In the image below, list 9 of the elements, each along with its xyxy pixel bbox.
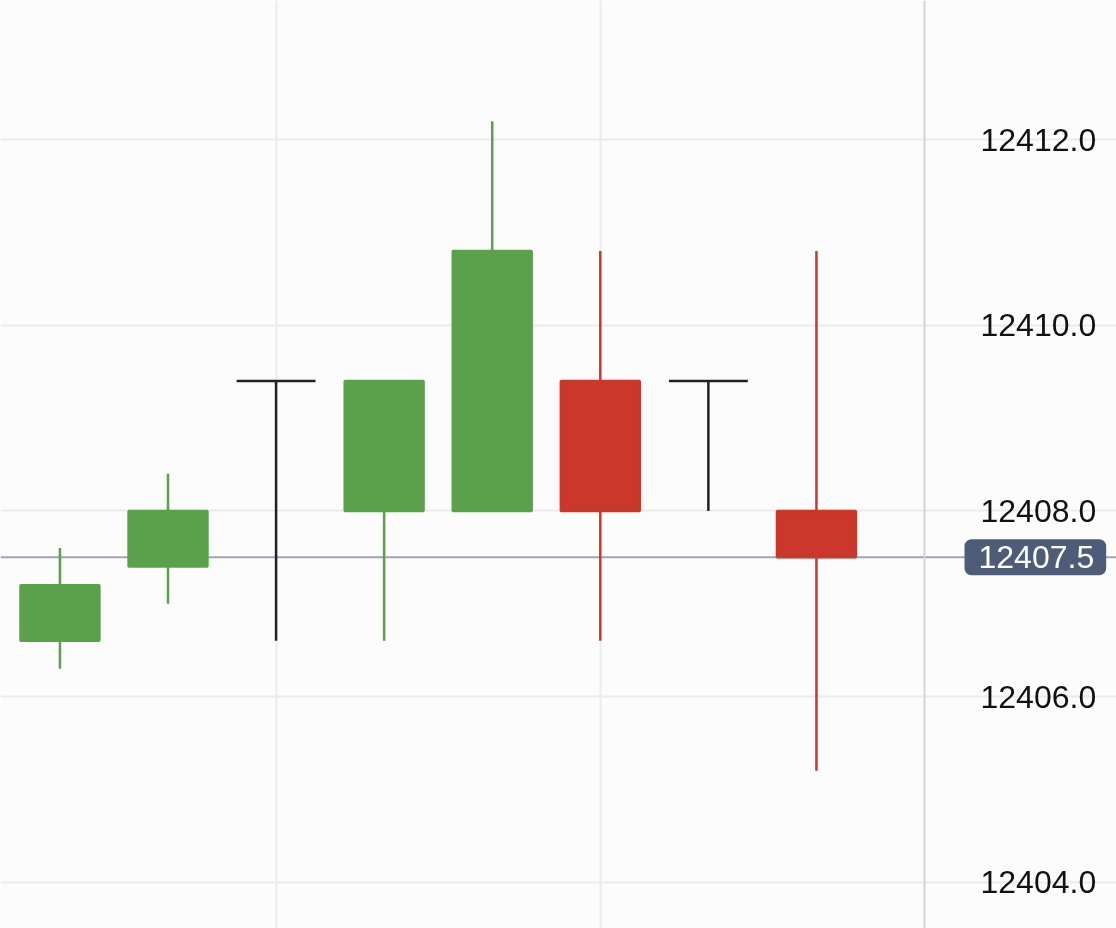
y-tick-label: 12404.0: [980, 864, 1097, 901]
candlestick: [235, 379, 317, 643]
y-tick-label: 12406.0: [980, 678, 1097, 715]
candlestick: [667, 379, 750, 513]
y-tick-label: 12412.0: [980, 121, 1097, 158]
ref-line-label: 12407.5: [978, 539, 1095, 576]
candlestick: [775, 249, 858, 772]
y-tick-label: 12410.0: [980, 307, 1097, 344]
y-tick-label: 12408.0: [980, 492, 1097, 529]
